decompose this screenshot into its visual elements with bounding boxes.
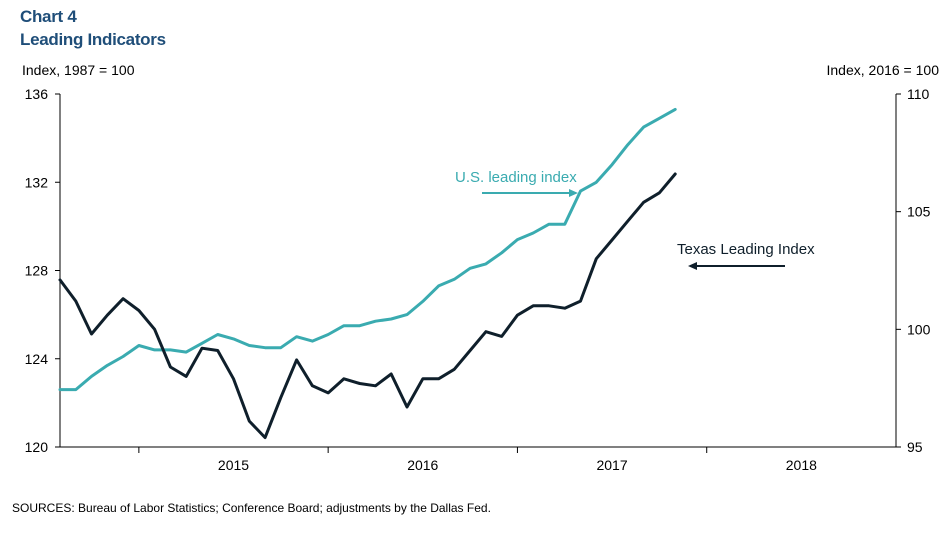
left-tick-label: 120 [25,439,49,455]
chart-heading: Leading Indicators [20,30,166,49]
source-note: SOURCES: Bureau of Labor Statistics; Con… [12,501,491,515]
us-leading-index-line [58,107,677,392]
left-tick-label: 136 [25,86,49,102]
texas-label-arrowhead [688,262,697,270]
x-tick-label: 2017 [596,457,627,473]
left-tick-label: 132 [25,174,49,190]
x-tick-label: 2016 [407,457,438,473]
left-axis-unit-label: Index, 1987 = 100 [22,62,135,78]
right-axis-unit-label: Index, 2016 = 100 [826,62,940,78]
left-tick-label: 128 [25,263,49,279]
right-tick-label: 105 [907,204,931,220]
right-tick-label: 100 [907,321,931,337]
chart-title: Chart 4 Leading Indicators [20,5,166,51]
x-tick-label: 2018 [786,457,817,473]
texas-leading-index-line [58,172,677,440]
x-tick-label: 2015 [218,457,249,473]
left-tick-label: 124 [25,351,49,367]
right-tick-label: 110 [907,86,930,102]
chart-number: Chart 4 [20,7,77,26]
texas-series-label: Texas Leading Index [677,241,815,258]
us-label-arrowhead [569,189,578,197]
right-tick-label: 95 [907,439,923,455]
us-series-label: U.S. leading index [455,169,577,186]
